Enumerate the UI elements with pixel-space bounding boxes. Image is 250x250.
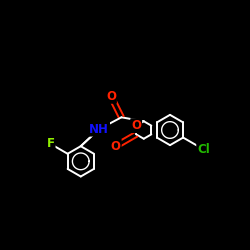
Text: Cl: Cl [197,143,210,156]
Text: O: O [106,90,116,103]
Text: O: O [131,119,141,132]
Text: O: O [111,140,121,153]
Text: NH: NH [89,122,109,136]
Text: F: F [46,138,54,150]
